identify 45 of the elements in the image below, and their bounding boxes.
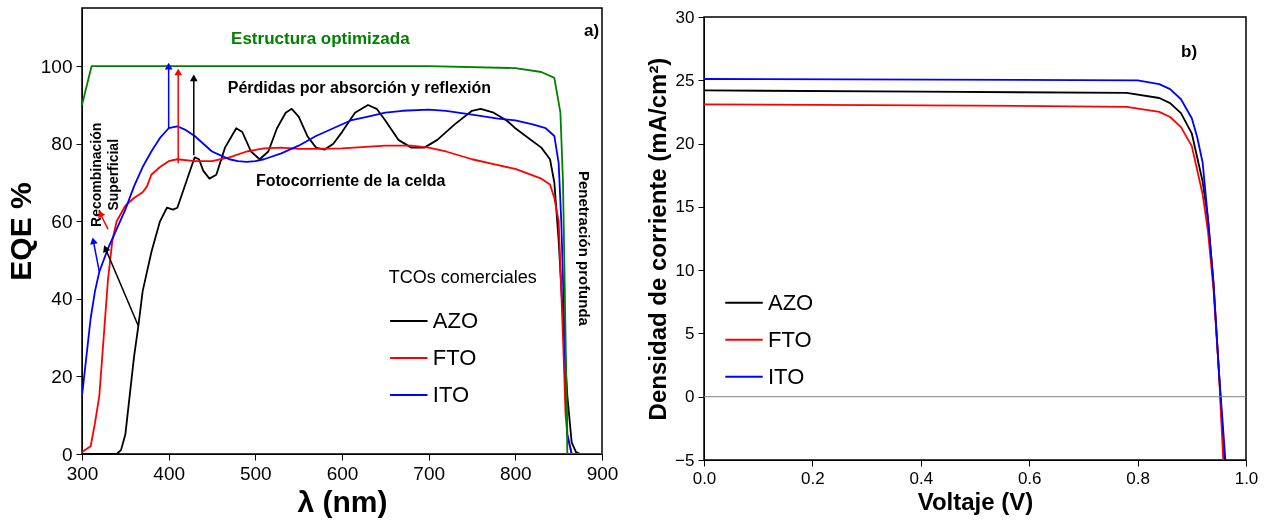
legend-label: ITO [432,381,470,407]
y-axis-title: Densidad de corriente (mA/cm²) [644,57,672,421]
annotation: Recombinación Superficial [87,122,121,227]
x-tick-label: 900 [586,462,619,484]
y-tick-label: 40 [51,288,73,310]
legend-label: FTO [432,344,477,370]
y-tick-label: 60 [51,210,73,232]
y-tick-label: 20 [675,134,695,154]
legend-label: ITO [768,363,805,389]
x-tick-label: 0.0 [692,468,717,488]
y-tick-label: 15 [675,197,695,217]
y-tick-label: 20 [51,365,73,387]
y-tick-label: 30 [675,7,695,27]
legend-label: AZO [768,289,814,315]
x-tick-label: 400 [153,462,186,484]
legend-label: FTO [768,326,812,352]
x-tick-label: 300 [66,462,99,484]
y-tick-label: 25 [675,70,695,90]
x-tick-label: 700 [413,462,446,484]
legend-title: TCOs comerciales [388,266,537,287]
x-tick-label: 0.4 [909,468,934,488]
x-axis-title: λ (nm) [297,484,388,518]
annotation: a) [584,21,600,41]
x-axis-title: Voltaje (V) [917,487,1034,515]
y-tick-label: −5 [675,450,695,470]
x-tick-label: 0.8 [1126,468,1150,488]
annotation: Fotocorriente de la celda [255,171,446,189]
y-axis-title: EQE % [3,182,37,281]
annotation: b) [1181,42,1198,62]
legend-label: AZO [432,307,479,333]
x-tick-label: 500 [239,462,272,484]
x-tick-label: 0.6 [1017,468,1042,488]
y-tick-label: 100 [40,55,73,77]
x-tick-label: 800 [499,462,532,484]
y-tick-label: 10 [675,260,695,280]
annotation: Penetración profunda [575,170,593,327]
y-tick-label: 5 [685,323,695,343]
x-tick-label: 0.2 [801,468,825,488]
y-tick-label: 0 [61,443,73,465]
y-tick-label: 0 [685,387,695,407]
annotation: Pérdidas por absorción y reflexión [227,78,491,96]
x-tick-label: 600 [326,462,359,484]
y-tick-label: 80 [51,133,73,155]
x-tick-label: 1.0 [1234,468,1259,488]
annotation: Estructura optimizada [231,29,411,49]
